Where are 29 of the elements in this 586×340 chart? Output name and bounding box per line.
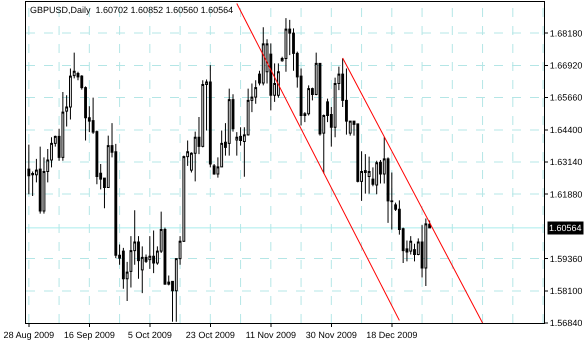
- x-tick-label: 16 Sep 2009: [64, 330, 115, 340]
- candlestick: [262, 26, 265, 86]
- y-tick-label: 1.66920: [550, 60, 582, 71]
- ref-line-label: 1.60564: [549, 223, 582, 233]
- candlestick: [284, 18, 288, 72]
- y-tick-label: 1.56840: [550, 318, 582, 328]
- y-tick-label: 1.68180: [550, 28, 582, 38]
- candlestick: [38, 146, 42, 214]
- y-tick-label: 1.64400: [550, 124, 582, 135]
- candlestick: [61, 91, 64, 162]
- candlestick: [276, 62, 280, 98]
- x-tick-label: 30 Nov 2009: [306, 330, 357, 340]
- candlestick: [424, 218, 428, 286]
- x-tick-label: 28 Aug 2009: [4, 330, 54, 340]
- y-tick-label: 1.59360: [550, 254, 582, 264]
- candlestick: [228, 88, 231, 156]
- candlestick: [152, 230, 156, 274]
- x-tick-label: 5 Oct 2009: [128, 330, 172, 340]
- y-tick-label: 1.61880: [550, 189, 582, 200]
- x-tick-label: 23 Oct 2009: [186, 330, 235, 340]
- x-tick-label: 18 Dec 2009: [366, 330, 418, 340]
- candlestick: [375, 160, 378, 195]
- chart-title: GBPUSD,Daily 1.60702 1.60852 1.60560 1.60564: [30, 5, 234, 15]
- y-tick-label: 1.58100: [550, 286, 582, 296]
- y-tick-label: 1.65660: [550, 92, 582, 103]
- x-tick-label: 11 Nov 2009: [246, 330, 296, 340]
- candlestick: [269, 42, 272, 111]
- y-tick-label: 1.63140: [550, 157, 582, 168]
- candlestick: [368, 156, 371, 194]
